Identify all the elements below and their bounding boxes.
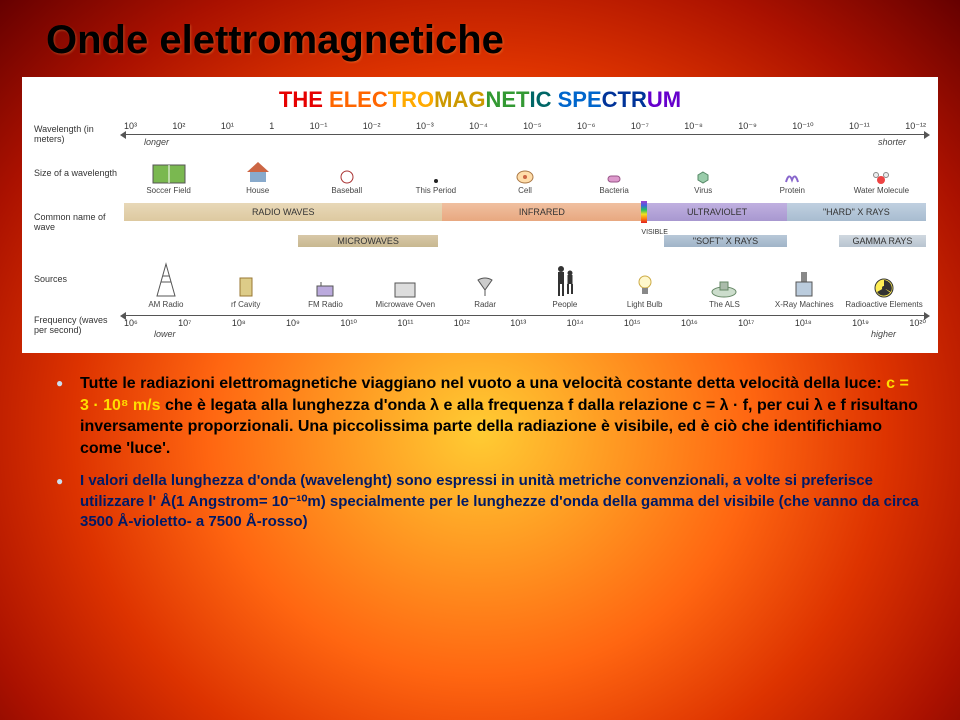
frequency-row: Frequency (waves per second) 10⁶10⁷10⁸10…: [34, 313, 926, 339]
bullet-1: Tutte le radiazioni elettromagnetiche vi…: [80, 373, 920, 459]
slide-title: Onde elettromagnetiche: [0, 0, 960, 69]
em-spectrum-chart: THE ELECTROMAGNETIC SPECTRUM Wavelength …: [22, 77, 938, 353]
band-infrared: INFRARED: [442, 203, 641, 221]
band-uv: ULTRAVIOLET: [647, 203, 786, 221]
als-icon: [685, 258, 765, 298]
radioactive-icon: [844, 258, 924, 298]
am-radio-icon: [126, 258, 206, 298]
chart-heading: THE ELECTROMAGNETIC SPECTRUM: [34, 87, 926, 113]
wavelength-ticks: 10³10²10¹110⁻¹10⁻²10⁻³10⁻⁴10⁻⁵10⁻⁶10⁻⁷10…: [124, 121, 926, 132]
microwave-oven-icon: < rect x="3" y="3" width="12" height="10…: [365, 258, 445, 298]
bullet-list: Tutte le radiazioni elettromagnetiche vi…: [0, 363, 960, 532]
protein-icon: [748, 158, 837, 184]
fm-radio-icon: [286, 258, 366, 298]
band-microwave: MICROWAVES: [298, 235, 437, 247]
sources-row: Sources AM Radio rf Cavity FM Radio < re…: [34, 251, 926, 309]
light-bulb-icon: [605, 258, 685, 298]
band-gamma: GAMMA RAYS: [839, 235, 926, 247]
radar-icon: [445, 258, 525, 298]
cell-icon: [480, 158, 569, 184]
baseball-icon: [302, 158, 391, 184]
wavelength-row: Wavelength (in meters) 10³10²10¹110⁻¹10⁻…: [34, 121, 926, 149]
water-molecule-icon: [837, 158, 926, 184]
xray-machine-icon: [764, 258, 844, 298]
band-radio: RADIO WAVES: [124, 203, 442, 221]
band-hardx: "HARD" X RAYS: [787, 203, 926, 221]
house-icon: [213, 158, 302, 184]
band-softx: "SOFT" X RAYS: [664, 235, 786, 247]
bullet-2: I valori della lunghezza d'onda (wavelen…: [80, 471, 920, 532]
people-icon: [525, 258, 605, 298]
bands-row: Common name of wave RADIO WAVES INFRARED…: [34, 199, 926, 247]
soccer-field-icon: [124, 158, 213, 184]
frequency-ticks: 10⁶10⁷10⁸10⁹10¹⁰10¹¹10¹²10¹³10¹⁴10¹⁵10¹⁶…: [124, 318, 926, 329]
period-icon: [391, 158, 480, 184]
rf-cavity-icon: [206, 258, 286, 298]
size-row: Size of a wavelength Soccer Field House …: [34, 153, 926, 195]
virus-icon: [659, 158, 748, 184]
bacteria-icon: [570, 158, 659, 184]
